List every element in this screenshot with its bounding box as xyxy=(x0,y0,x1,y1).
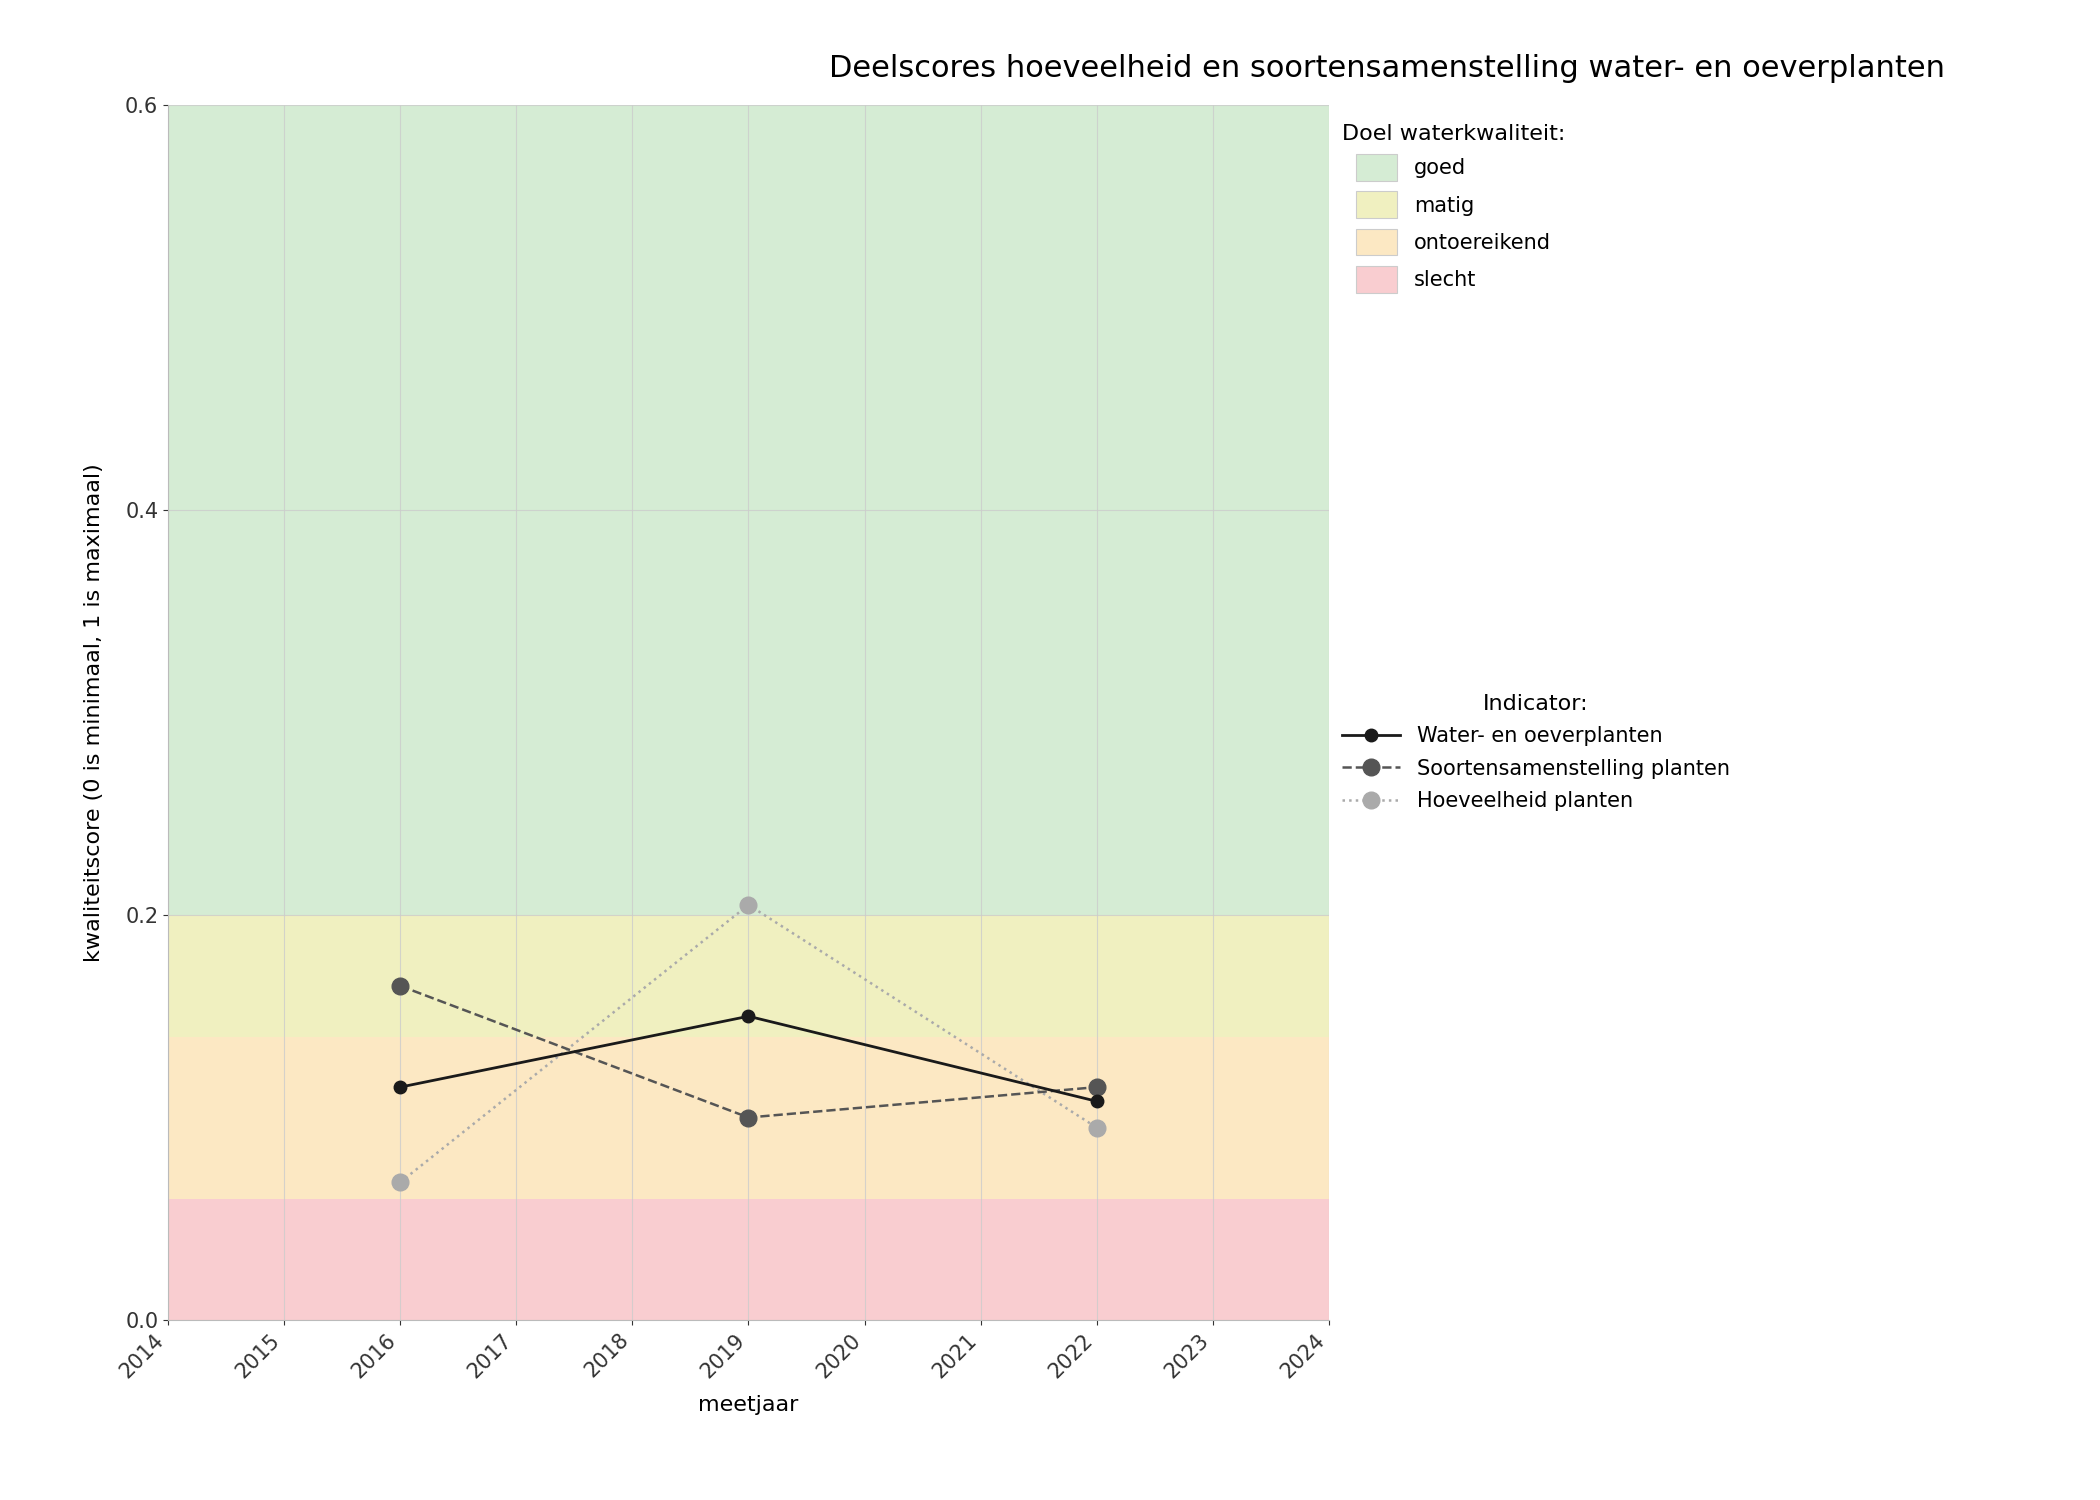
Bar xyxy=(168,105,1329,915)
X-axis label: meetjaar: meetjaar xyxy=(699,1395,798,1416)
Title: Deelscores hoeveelheid en soortensamenstelling water- en oeverplanten: Deelscores hoeveelheid en soortensamenst… xyxy=(830,54,1945,82)
Y-axis label: kwaliteitscore (0 is minimaal, 1 is maximaal): kwaliteitscore (0 is minimaal, 1 is maxi… xyxy=(84,464,105,962)
Bar xyxy=(168,1198,1329,1320)
Bar xyxy=(168,1036,1329,1199)
Bar xyxy=(168,915,1329,1036)
Legend: goed, matig, ontoereikend, slecht: goed, matig, ontoereikend, slecht xyxy=(1334,116,1573,302)
Legend: Water- en oeverplanten, Soortensamenstelling planten, Hoeveelheid planten: Water- en oeverplanten, Soortensamenstel… xyxy=(1334,686,1739,819)
